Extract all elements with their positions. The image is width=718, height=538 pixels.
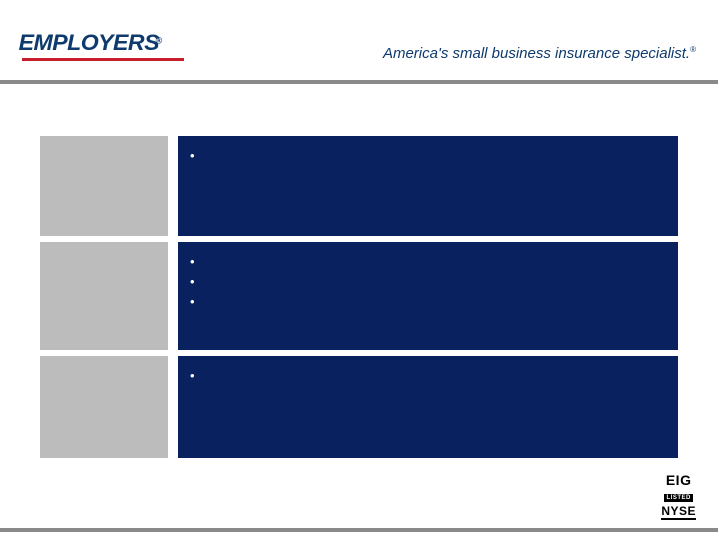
logo: EMPLOYERS®	[22, 30, 184, 61]
row-detail-box	[178, 136, 678, 236]
logo-text: EMPLOYERS	[19, 30, 159, 56]
tagline-text: America's small business insurance speci…	[383, 45, 690, 62]
exchange-name: NYSE	[661, 505, 696, 520]
row-label-box	[40, 136, 168, 236]
content-row	[40, 136, 678, 236]
top-divider	[0, 80, 718, 84]
content-row	[40, 242, 678, 350]
listed-label: LISTED	[664, 494, 692, 502]
row-detail-box	[178, 242, 678, 350]
row-label-box	[40, 242, 168, 350]
row-label-box	[40, 356, 168, 458]
bullet-item	[188, 292, 664, 312]
header: EMPLOYERS® America's small business insu…	[0, 0, 718, 80]
content-area	[40, 136, 678, 464]
ticker-symbol: EIG	[661, 473, 696, 487]
row-detail-box	[178, 356, 678, 458]
exchange-listing-mark: EIG LISTED NYSE	[661, 473, 696, 520]
bullet-item	[188, 252, 664, 272]
bullet-item	[188, 366, 664, 386]
tagline-registered-mark: ®	[690, 45, 696, 54]
bottom-divider	[0, 528, 718, 532]
content-row	[40, 356, 678, 458]
tagline: America's small business insurance speci…	[383, 45, 696, 62]
bullet-item	[188, 146, 664, 166]
logo-underline	[22, 58, 184, 61]
bullet-item	[188, 272, 664, 292]
